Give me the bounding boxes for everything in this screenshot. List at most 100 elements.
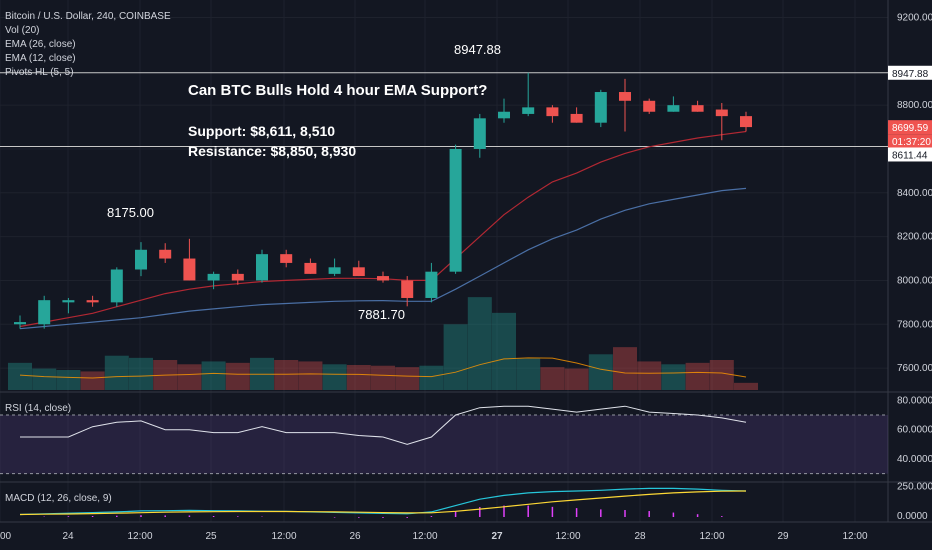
badge-high-bg — [888, 65, 932, 80]
badge-countdown: 01:37:20 — [892, 137, 931, 148]
volume-bar — [225, 362, 250, 390]
rsi-band — [0, 415, 888, 474]
candle-body — [377, 276, 389, 281]
volume-bar — [734, 382, 758, 390]
volume-bar — [80, 371, 105, 390]
candle-body — [594, 92, 607, 123]
candle-body — [498, 111, 510, 119]
macd-legend[interactable]: MACD (12, 26, close, 9) — [5, 493, 112, 504]
volume-bar — [298, 361, 323, 390]
volume-bar — [322, 364, 347, 390]
candle-body — [449, 148, 462, 272]
volume-bar — [177, 364, 202, 390]
annotation-headline: Can BTC Bulls Hold 4 hour EMA Support? — [188, 82, 488, 99]
volume-bar — [419, 365, 444, 390]
price-tick-label: 7800.00 — [897, 319, 932, 330]
rsi-legend[interactable]: RSI (14, close) — [5, 403, 72, 414]
time-tick-label: 12:00 — [271, 531, 296, 542]
candle-body — [183, 258, 196, 281]
volume-bar — [129, 357, 153, 390]
indicator-ema26[interactable]: EMA (26, close) — [5, 39, 76, 50]
time-tick-label: 12:00 — [412, 531, 437, 542]
time-tick-label: 27 — [491, 531, 503, 542]
pivot-high-label-2: 8947.88 — [454, 42, 501, 57]
price-tick-label: 8000.00 — [897, 275, 932, 286]
candle-body — [740, 116, 752, 128]
volume-bar — [56, 370, 81, 390]
volume-bar — [274, 360, 299, 390]
price-tick-label: 8400.00 — [897, 188, 932, 199]
rsi-line — [20, 405, 747, 445]
rsi-tick-label: 40.0000 — [897, 454, 932, 465]
candle-body — [691, 105, 704, 112]
volume-bar — [467, 297, 492, 390]
candle-body — [401, 280, 414, 298]
candle-body — [38, 300, 51, 325]
time-tick-label: 12:00 — [842, 531, 867, 542]
time-tick-label: 26 — [349, 531, 361, 542]
volume-bar — [8, 362, 32, 390]
candle-body — [546, 107, 559, 117]
ema26-line — [19, 187, 747, 330]
volume-ma-line — [19, 357, 747, 379]
badge-high: 8947.88 — [892, 69, 929, 80]
candle-body — [570, 113, 583, 123]
candle-body — [280, 254, 293, 263]
badge-last: 8699.59 — [892, 123, 929, 134]
badge-level: 8611.44 — [892, 150, 928, 161]
macd-tick-label: 0.0000 — [897, 511, 928, 522]
price-tick-label: 9200.00 — [897, 13, 932, 24]
price-tick-label: 8800.00 — [897, 100, 932, 111]
badge-countdown-bg — [888, 134, 932, 149]
candle-body — [352, 267, 365, 277]
indicator-pivots[interactable]: Pivots HL (5, 5) — [5, 67, 74, 78]
candle-body — [207, 273, 220, 281]
indicator-ema12[interactable]: EMA (12, close) — [5, 53, 76, 64]
badge-level-bg — [888, 147, 932, 162]
candle-body — [14, 322, 26, 325]
candle-body — [110, 269, 123, 303]
rsi-tick-label: 60.0000 — [897, 425, 932, 436]
volume-bar — [685, 362, 710, 390]
candle-body — [667, 105, 680, 112]
candle-body — [159, 249, 172, 259]
candle-body — [328, 267, 341, 274]
time-tick-label: 12:00 — [699, 531, 724, 542]
pivot-high-label-1: 8175.00 — [107, 205, 154, 220]
volume-bar — [492, 312, 516, 390]
time-tick-label: 00 — [0, 531, 12, 542]
rsi-tick-label: 80.0000 — [897, 395, 932, 406]
volume-bar — [709, 360, 734, 390]
volume-bar — [443, 324, 468, 390]
annotation-resistance: Resistance: $8,850, 8,930 — [188, 143, 357, 159]
candle-body — [522, 107, 535, 114]
candle-body — [304, 262, 317, 274]
indicator-vol[interactable]: Vol (20) — [5, 25, 40, 36]
candle-body — [86, 300, 99, 303]
time-tick-label: 28 — [634, 531, 646, 542]
volume-bar — [371, 365, 395, 390]
chart-legend: Bitcoin / U.S. Dollar, 240, COINBASE Vol… — [5, 10, 171, 80]
annotation-support: Support: $8,611, 8,510 — [188, 123, 336, 139]
volume-bar — [564, 368, 589, 390]
volume-bar — [346, 365, 371, 390]
time-tick-label: 24 — [62, 531, 74, 542]
macd-tick-label: 250.0000 — [897, 481, 932, 492]
price-tick-label: 8200.00 — [897, 232, 932, 243]
volume-bar — [637, 361, 662, 390]
candle-body — [231, 273, 244, 281]
badge-last-bg — [888, 120, 932, 135]
price-tick-label: 7600.00 — [897, 363, 932, 374]
volume-bar — [540, 367, 565, 390]
time-tick-label: 29 — [777, 531, 789, 542]
volume-bar — [201, 361, 226, 390]
volume-bar — [32, 368, 57, 390]
symbol-title[interactable]: Bitcoin / U.S. Dollar, 240, COINBASE — [5, 11, 171, 22]
candle-body — [256, 254, 268, 281]
volume-bar — [613, 347, 637, 390]
candle-body — [425, 271, 438, 298]
volume-bar — [395, 367, 420, 390]
candle-body — [62, 300, 75, 303]
